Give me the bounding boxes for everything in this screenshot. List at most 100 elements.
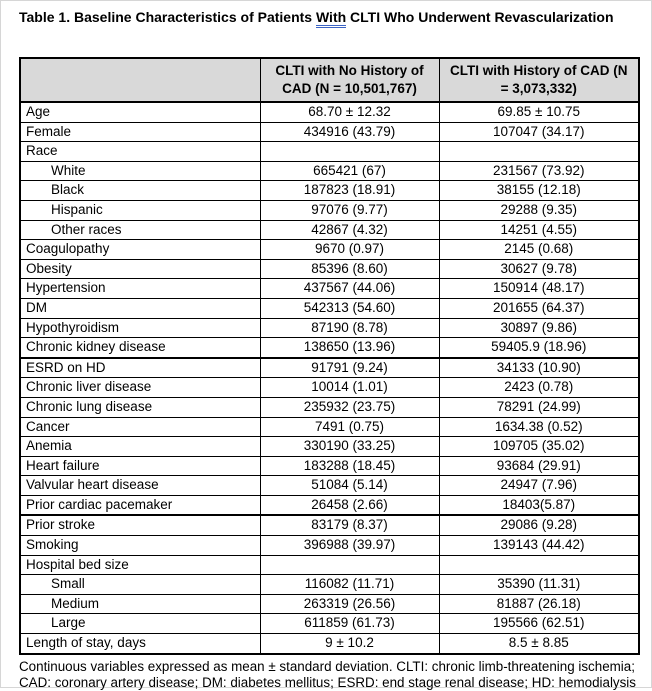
row-label: Chronic lung disease [19, 396, 261, 418]
header-row: CLTI with No History of CAD (N = 10,501,… [19, 57, 640, 103]
value-cell-cad: 38155 (12.18) [438, 180, 640, 201]
table-row: ESRD on HD 91791 (9.24) 34133 (10.90) [19, 356, 640, 379]
value-cell-no-cad: 85396 (8.60) [259, 258, 440, 280]
value-cell-no-cad: 42867 (4.32) [259, 219, 440, 241]
value-cell-no-cad [259, 141, 440, 162]
value-cell-cad: 35390 (11.31) [438, 574, 640, 595]
value-cell-cad: 29288 (9.35) [438, 199, 640, 221]
row-label: Black [19, 180, 261, 201]
table-row: Chronic lung disease 235932 (23.75) 78291 … [19, 396, 640, 418]
value-cell-no-cad: 97076 (9.77) [259, 199, 440, 221]
value-cell-cad: 201655 (64.37) [438, 297, 640, 319]
row-label: Other races [19, 219, 261, 241]
table-row: Hispanic 97076 (9.77) 29288 (9.35) [19, 199, 640, 221]
row-label: Hypertension [19, 278, 261, 299]
row-label: DM [19, 297, 261, 319]
value-cell-no-cad: 187823 (18.91) [259, 180, 440, 201]
row-label: Obesity [19, 258, 261, 280]
table-row: Small 116082 (11.71) 35390 (11.31) [19, 574, 640, 595]
value-cell-cad: 1634.38 (0.52) [438, 416, 640, 438]
row-label: Hypothyroidism [19, 317, 261, 339]
table-row: Female 434916 (43.79) 107047 (34.17) [19, 121, 640, 143]
table-body: Age 68.70 ± 12.32 69.85 ± 10.75 Female 43491… [19, 101, 640, 655]
row-label: Age [19, 101, 261, 123]
row-label: Medium [19, 593, 261, 615]
value-cell-cad: 231567 (73.92) [438, 160, 640, 182]
value-cell-no-cad: 83179 (8.37) [259, 514, 440, 537]
title-text-suffix: CLTI Who Underwent Revascularization [346, 9, 614, 25]
value-cell-cad [438, 141, 640, 162]
value-cell-cad: 8.5 ± 8.85 [438, 633, 640, 655]
row-label: Small [19, 574, 261, 595]
value-cell-no-cad: 116082 (11.71) [259, 574, 440, 595]
row-label: Chronic kidney disease [19, 337, 261, 359]
value-cell-no-cad: 9 ± 10.2 [259, 633, 440, 655]
value-cell-no-cad: 235932 (23.75) [259, 396, 440, 418]
value-cell-no-cad: 665421 (67) [259, 160, 440, 182]
row-label: White [19, 160, 261, 182]
table-row: Race [19, 141, 640, 162]
table-row: Valvular heart disease 51084 (5.14) 24947 … [19, 475, 640, 496]
value-cell-cad: 195566 (62.51) [438, 613, 640, 635]
row-label: Race [19, 141, 261, 162]
table-row: Prior stroke 83179 (8.37) 29086 (9.28) [19, 514, 640, 537]
row-label: Prior cardiac pacemaker [19, 494, 261, 516]
row-label: Chronic liver disease [19, 377, 261, 398]
row-label: Smoking [19, 535, 261, 556]
table-row: Anemia 330190 (33.25) 109705 (35.02) [19, 436, 640, 457]
header-cell-empty [19, 57, 261, 103]
table-row: Hypertension 437567 (44.06) 150914 (48.17) [19, 278, 640, 299]
table-row: Heart failure 183288 (18.45) 93684 (29.91) [19, 455, 640, 477]
value-cell-cad [438, 554, 640, 576]
value-cell-cad: 78291 (24.99) [438, 396, 640, 418]
table-row: DM 542313 (54.60) 201655 (64.37) [19, 297, 640, 319]
table-footnote: Continuous variables expressed as mean ±… [19, 658, 636, 690]
value-cell-cad: 30897 (9.86) [438, 317, 640, 339]
value-cell-no-cad: 396988 (39.97) [259, 535, 440, 556]
row-label: Cancer [19, 416, 261, 438]
value-cell-no-cad: 68.70 ± 12.32 [259, 101, 440, 123]
header-cell-cad-group: CLTI with History of CAD (N = 3,073,332) [438, 57, 640, 103]
table-row: Other races 42867 (4.32) 14251 (4.55) [19, 219, 640, 241]
value-cell-no-cad: 26458 (2.66) [259, 494, 440, 516]
value-cell-no-cad: 542313 (54.60) [259, 297, 440, 319]
table-row: White 665421 (67) 231567 (73.92) [19, 160, 640, 182]
table-row: Prior cardiac pacemaker 26458 (2.66) 18403… [19, 494, 640, 516]
row-label: Heart failure [19, 455, 261, 477]
row-label: Hospital bed size [19, 554, 261, 576]
value-cell-cad: 139143 (44.42) [438, 535, 640, 556]
value-cell-cad: 24947 (7.96) [438, 475, 640, 496]
value-cell-cad: 2145 (0.68) [438, 239, 640, 260]
value-cell-cad: 93684 (29.91) [438, 455, 640, 477]
table-title: Table 1. Baseline Characteristics of Pat… [19, 9, 651, 28]
value-cell-no-cad: 138650 (13.96) [259, 337, 440, 359]
value-cell-cad: 81887 (26.18) [438, 593, 640, 615]
value-cell-no-cad: 611859 (61.73) [259, 613, 440, 635]
table-row: Smoking 396988 (39.97) 139143 (44.42) [19, 535, 640, 556]
row-label: Coagulopathy [19, 239, 261, 260]
title-flagged-word: With [315, 9, 347, 28]
row-label: Prior stroke [19, 514, 261, 537]
table-row: Age 68.70 ± 12.32 69.85 ± 10.75 [19, 101, 640, 123]
table-row: Chronic kidney disease 138650 (13.96) 5940… [19, 337, 640, 359]
row-label: Valvular heart disease [19, 475, 261, 496]
row-label: Female [19, 121, 261, 143]
row-label: Large [19, 613, 261, 635]
value-cell-no-cad: 330190 (33.25) [259, 436, 440, 457]
header-cell-no-cad-group: CLTI with No History of CAD (N = 10,501,… [259, 57, 440, 103]
row-label: Hispanic [19, 199, 261, 221]
value-cell-no-cad [259, 554, 440, 576]
value-cell-cad: 29086 (9.28) [438, 514, 640, 537]
value-cell-no-cad: 263319 (26.56) [259, 593, 440, 615]
table-row: Medium 263319 (26.56) 81887 (26.18) [19, 593, 640, 615]
value-cell-no-cad: 9670 (0.97) [259, 239, 440, 260]
value-cell-no-cad: 51084 (5.14) [259, 475, 440, 496]
value-cell-no-cad: 434916 (43.79) [259, 121, 440, 143]
row-label: Length of stay, days [19, 633, 261, 655]
row-label: ESRD on HD [19, 356, 261, 379]
table-row: Chronic liver disease 10014 (1.01) 2423 (0… [19, 377, 640, 398]
value-cell-cad: 59405.9 (18.96) [438, 337, 640, 359]
value-cell-no-cad: 91791 (9.24) [259, 356, 440, 379]
table-row: Hospital bed size [19, 554, 640, 576]
